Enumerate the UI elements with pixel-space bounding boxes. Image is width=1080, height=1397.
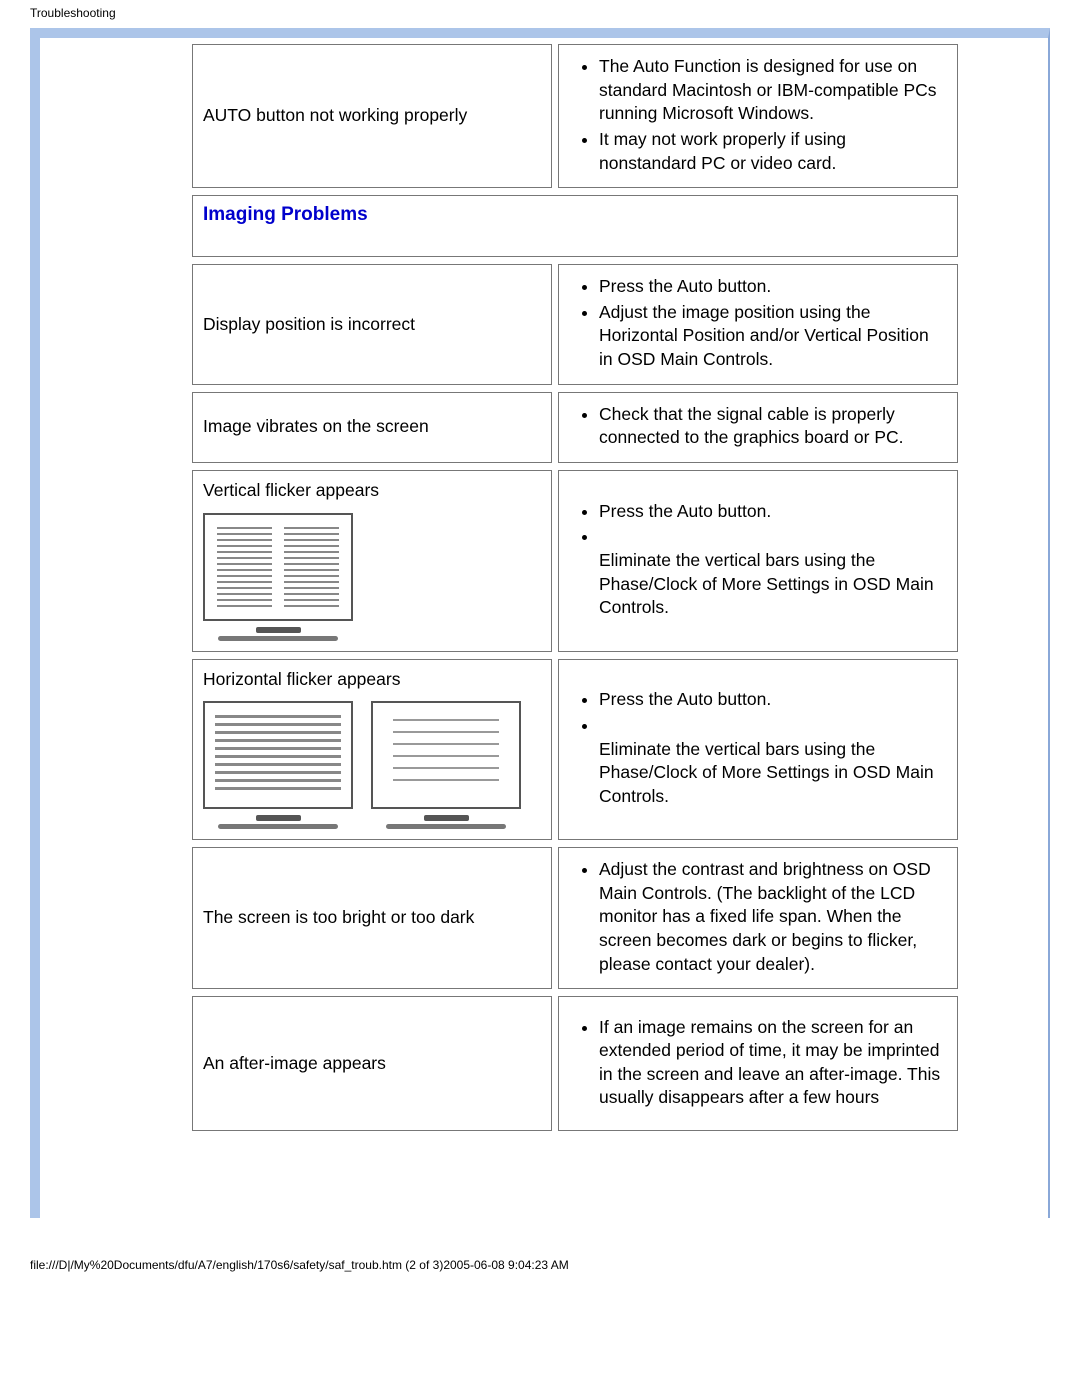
solution-list: Press the Auto button. Eliminate the ver… bbox=[559, 500, 947, 622]
solution-item: Adjust the image position using the Hori… bbox=[599, 301, 947, 372]
solution-item: Press the Auto button. bbox=[599, 688, 947, 712]
solution-cell: Press the Auto button. Eliminate the ver… bbox=[558, 470, 958, 652]
horizontal-flicker-icon bbox=[371, 701, 521, 831]
solution-item: Eliminate the vertical bars using the Ph… bbox=[599, 525, 947, 620]
problem-text: Display position is incorrect bbox=[203, 313, 541, 337]
solution-cell: Press the Auto button. Eliminate the ver… bbox=[558, 659, 958, 841]
horizontal-flicker-icon bbox=[203, 701, 353, 831]
problem-cell: The screen is too bright or too dark bbox=[192, 847, 552, 989]
solution-item-text: Eliminate the vertical bars using the Ph… bbox=[599, 550, 934, 617]
solution-item: Eliminate the vertical bars using the Ph… bbox=[599, 714, 947, 809]
solution-cell: If an image remains on the screen for an… bbox=[558, 996, 958, 1131]
problem-cell: Display position is incorrect bbox=[192, 264, 552, 385]
problem-text: AUTO button not working properly bbox=[203, 104, 541, 128]
section-title: Imaging Problems bbox=[203, 204, 368, 225]
solution-item-text: Eliminate the vertical bars using the Ph… bbox=[599, 739, 934, 806]
solution-item: Press the Auto button. bbox=[599, 275, 947, 299]
troubleshooting-table: AUTO button not working properly The Aut… bbox=[192, 38, 1048, 1131]
problem-text: Vertical flicker appears bbox=[203, 479, 541, 503]
problem-text: An after-image appears bbox=[203, 1052, 541, 1076]
problem-cell: Vertical flicker appears bbox=[192, 470, 552, 652]
solution-item: Adjust the contrast and brightness on OS… bbox=[599, 858, 947, 976]
solution-item: Press the Auto button. bbox=[599, 500, 947, 524]
content-frame: AUTO button not working properly The Aut… bbox=[30, 28, 1050, 1218]
solution-list: The Auto Function is designed for use on… bbox=[559, 55, 947, 177]
problem-text: The screen is too bright or too dark bbox=[203, 906, 541, 930]
solution-cell: Check that the signal cable is properly … bbox=[558, 392, 958, 463]
solution-list: Press the Auto button. Eliminate the ver… bbox=[559, 688, 947, 810]
illustration-row bbox=[203, 513, 541, 643]
problem-cell: AUTO button not working properly bbox=[192, 44, 552, 188]
problem-cell: An after-image appears bbox=[192, 996, 552, 1131]
solution-list: Check that the signal cable is properly … bbox=[559, 403, 947, 452]
left-margin bbox=[40, 38, 190, 1218]
problem-text: Horizontal flicker appears bbox=[203, 668, 541, 692]
solution-item: Check that the signal cable is properly … bbox=[599, 403, 947, 450]
solution-item: If an image remains on the screen for an… bbox=[599, 1016, 947, 1111]
solution-list: Press the Auto button. Adjust the image … bbox=[559, 275, 947, 374]
solution-list: If an image remains on the screen for an… bbox=[559, 1016, 947, 1113]
solution-cell: Adjust the contrast and brightness on OS… bbox=[558, 847, 958, 989]
solution-item: It may not work properly if using nonsta… bbox=[599, 128, 947, 175]
page-header: Troubleshooting bbox=[0, 0, 1080, 20]
problem-cell: Horizontal flicker appears bbox=[192, 659, 552, 841]
problem-cell: Image vibrates on the screen bbox=[192, 392, 552, 463]
solution-cell: Press the Auto button. Adjust the image … bbox=[558, 264, 958, 385]
solution-cell: The Auto Function is designed for use on… bbox=[558, 44, 958, 188]
illustration-row bbox=[203, 701, 541, 831]
problem-text: Image vibrates on the screen bbox=[203, 415, 541, 439]
section-header-cell: Imaging Problems bbox=[192, 195, 958, 257]
page-footer: file:///D|/My%20Documents/dfu/A7/english… bbox=[0, 1218, 1080, 1272]
solution-list: Adjust the contrast and brightness on OS… bbox=[559, 858, 947, 978]
solution-item: The Auto Function is designed for use on… bbox=[599, 55, 947, 126]
vertical-flicker-icon bbox=[203, 513, 353, 643]
